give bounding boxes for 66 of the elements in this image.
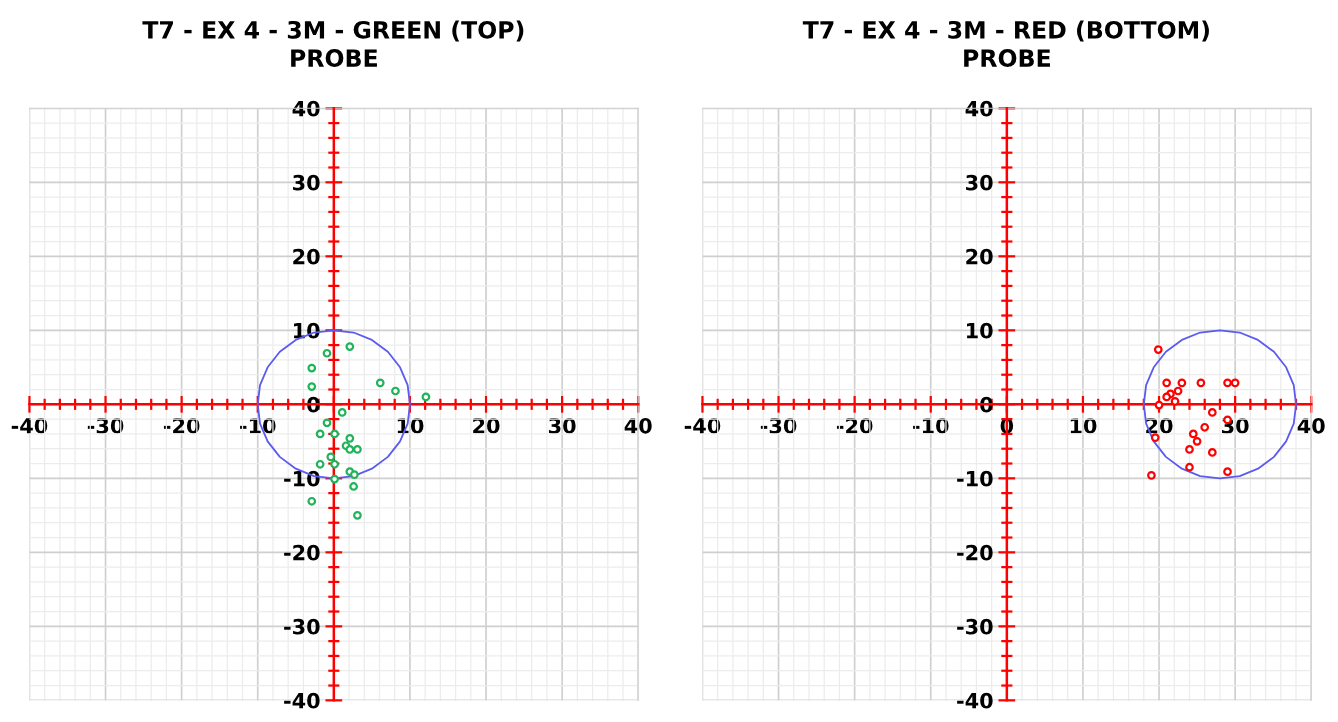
point [1207,448,1217,457]
point [353,510,362,520]
x-tick-label: -20 [163,417,200,434]
point [1153,345,1163,354]
y-tick-label: 30 [293,174,320,191]
y-tick-label: 10 [967,322,993,339]
y-tick-label: -10 [957,470,993,487]
y-tick-label: -30 [957,618,993,635]
y-tick-label: 20 [293,248,320,265]
y-tick-label: 40 [965,100,993,117]
point [375,378,385,388]
y-tick-label: 20 [966,248,993,265]
x-tick-label: 40 [1297,417,1325,434]
point [1162,378,1172,388]
y-tick-label: -30 [284,618,320,635]
point [337,408,347,417]
point [1223,378,1232,388]
x-tick-label: -40 [11,417,48,434]
x-tick-label: 20 [473,417,500,434]
y-tick-label: -40 [957,692,993,709]
x-tick-label: 30 [549,417,576,434]
point [1192,436,1202,446]
point [421,392,431,402]
point [1188,429,1198,439]
point [315,459,325,469]
point [350,470,359,479]
y-tick-label: -20 [957,544,993,561]
point [307,496,317,506]
point [1200,422,1210,432]
y-tick-label: -10 [284,470,320,487]
y-tick-label: 10 [294,322,320,339]
point [307,363,317,373]
chart-title: T7 - EX 4 - 3M - GREEN (TOP) PROBE [142,20,524,67]
x-tick-label: 40 [624,417,652,434]
y-tick-label: 30 [966,174,993,191]
x-tick-label: -30 [87,417,124,434]
point [322,348,332,358]
y-tick-label: -20 [284,544,320,561]
point [1173,386,1183,396]
x-tick-label: -10 [913,417,949,434]
point [345,434,355,443]
chart-title: T7 - EX 4 - 3M - RED (BOTTOM) PROBE [802,20,1209,67]
point [1223,467,1232,477]
point [1147,471,1156,480]
point [1230,378,1240,388]
point [345,445,355,454]
x-tick-label: -20 [836,417,873,434]
point [1162,392,1172,402]
x-tick-label: -40 [684,417,721,434]
y-tick-label: 40 [292,100,320,117]
point [322,418,332,428]
y-tick-label: -40 [284,692,320,709]
point [353,445,362,454]
point [315,429,325,439]
x-tick-label: -30 [760,417,797,434]
point [391,386,400,396]
x-tick-label: 10 [1070,417,1097,434]
point [1177,378,1187,388]
point [1185,462,1194,472]
point [1185,445,1194,454]
point [345,342,355,351]
point [307,382,317,391]
point [349,482,358,491]
point [1196,378,1206,388]
line-series [1142,329,1297,480]
point [1207,408,1217,417]
